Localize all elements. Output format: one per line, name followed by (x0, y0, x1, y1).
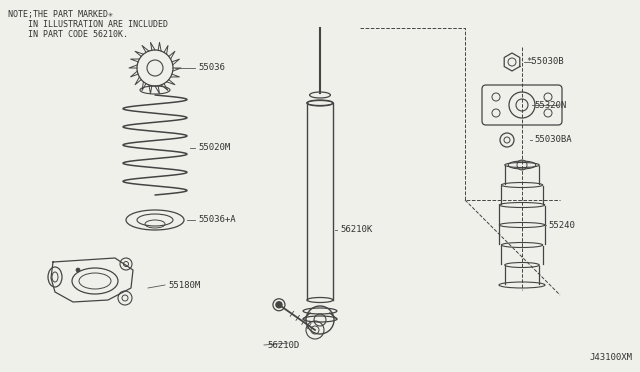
Text: 55036+A: 55036+A (198, 215, 236, 224)
Text: IN PART CODE 56210K.: IN PART CODE 56210K. (8, 30, 128, 39)
Circle shape (276, 302, 282, 308)
Text: IN ILLUSTRATION ARE INCLUDED: IN ILLUSTRATION ARE INCLUDED (8, 20, 168, 29)
Text: 55030BA: 55030BA (534, 135, 572, 144)
Text: 56210K: 56210K (340, 225, 372, 234)
Text: 56210D: 56210D (267, 340, 300, 350)
Text: 55180M: 55180M (168, 280, 200, 289)
Text: 55320N: 55320N (534, 100, 566, 109)
Text: *55030B: *55030B (526, 58, 564, 67)
Text: 55036: 55036 (198, 64, 225, 73)
Circle shape (76, 268, 80, 272)
Text: 55020M: 55020M (198, 144, 230, 153)
Text: 55240: 55240 (548, 221, 575, 230)
Text: J43100XM: J43100XM (589, 353, 632, 362)
Text: NOTE;THE PART MARKED✳: NOTE;THE PART MARKED✳ (8, 10, 113, 19)
